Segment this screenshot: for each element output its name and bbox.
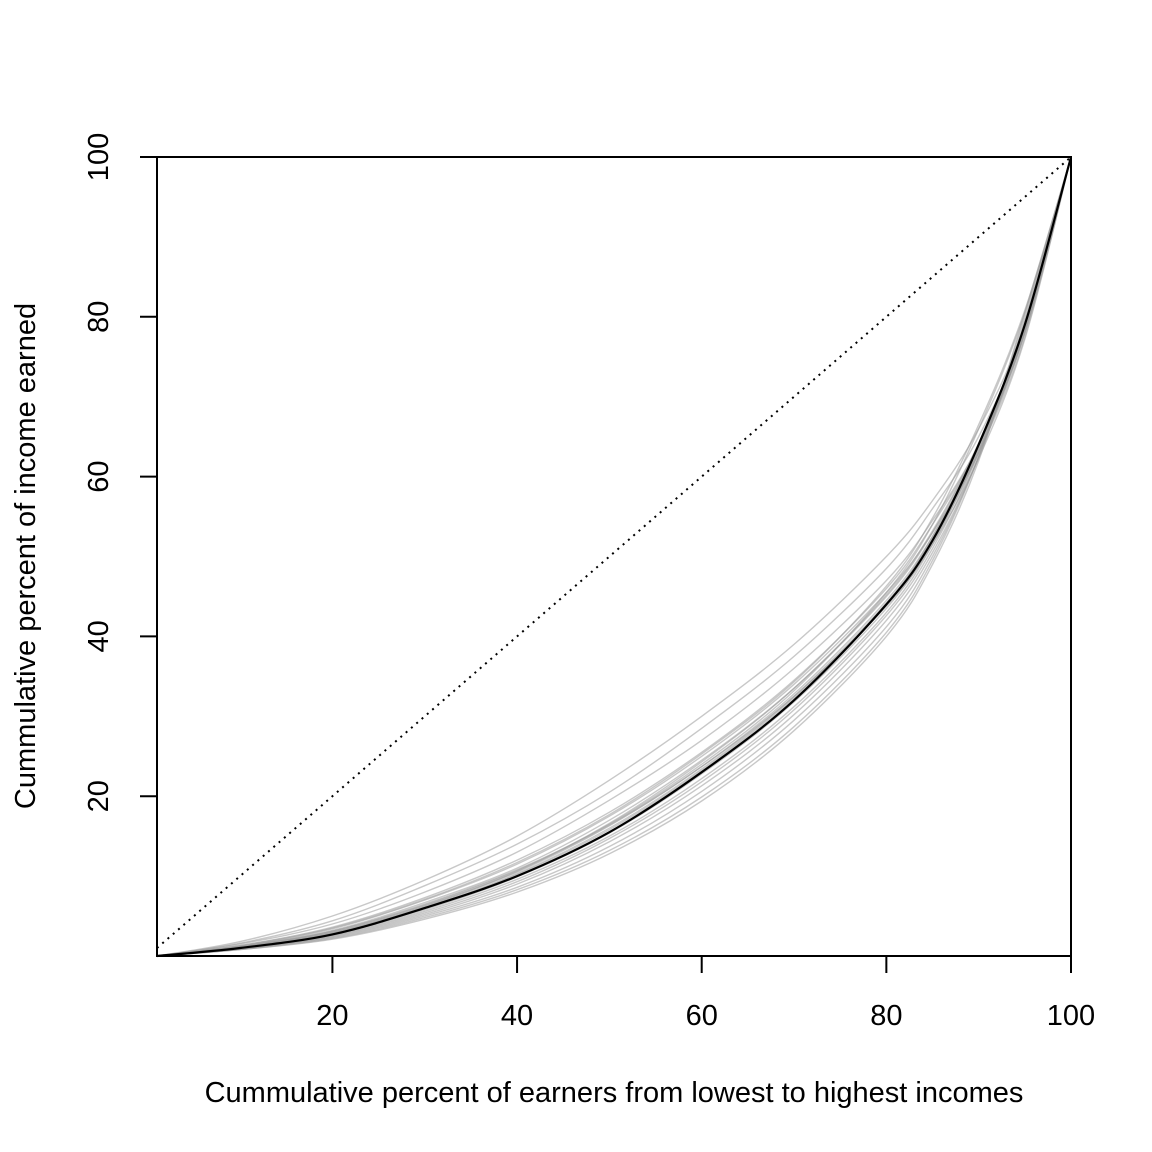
simulated-curve-19: [156, 156, 1072, 957]
x-axis-label: Cummulative percent of earners from lowe…: [205, 1077, 1024, 1109]
x-tick-label-80: 80: [870, 1000, 902, 1032]
simulated-curve-1: [156, 156, 1072, 957]
y-tick-label-100: 100: [83, 133, 115, 181]
x-tick-label-20: 20: [316, 1000, 348, 1032]
x-axis-ticks: 20 40 60 80 100: [316, 956, 1095, 1032]
simulated-curves: [156, 156, 1072, 957]
mean-curve-group: [156, 156, 1073, 958]
simulated-curve-18: [156, 156, 1072, 957]
simulated-curve-2: [156, 156, 1072, 957]
y-tick-label-20: 20: [83, 780, 115, 812]
y-tick-label-80: 80: [83, 301, 115, 333]
plot-frame: [156, 156, 1072, 957]
x-tick-label-100: 100: [1047, 1000, 1095, 1032]
y-axis-label: Cummulative percent of income earned: [10, 303, 42, 809]
y-tick-label-40: 40: [83, 620, 115, 652]
simulated-curve-14: [156, 156, 1072, 957]
y-tick-label-60: 60: [83, 460, 115, 492]
simulated-curve-17: [156, 156, 1072, 957]
x-tick-label-40: 40: [501, 1000, 533, 1032]
mean-curve: [156, 156, 1073, 958]
x-tick-label-60: 60: [686, 1000, 718, 1032]
y-axis-ticks: 20 40 60 80 100: [83, 133, 157, 812]
